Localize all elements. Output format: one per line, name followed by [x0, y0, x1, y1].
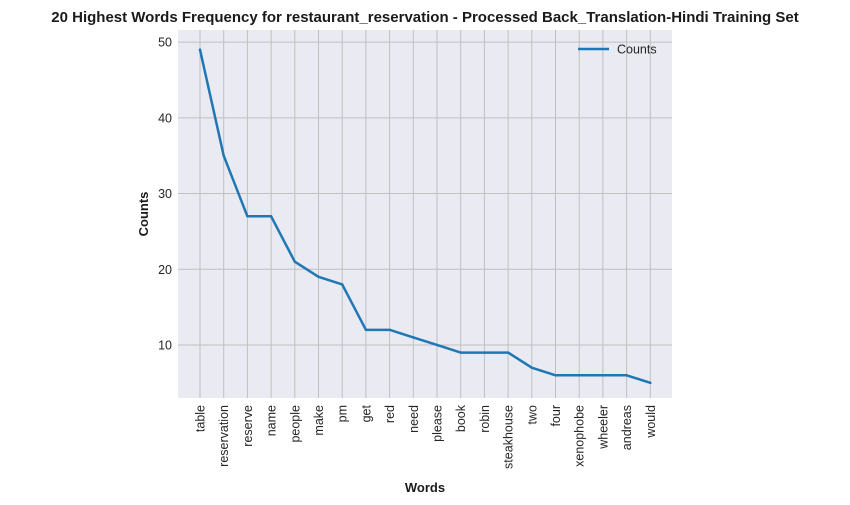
- x-tick-label: would: [644, 405, 658, 439]
- data-point-two: [530, 366, 533, 369]
- y-tick-label: 10: [158, 338, 172, 352]
- data-point-reservation: [222, 154, 225, 157]
- y-tick-label: 50: [158, 36, 172, 50]
- data-point-people: [293, 260, 296, 263]
- data-point-xenophobe: [578, 374, 581, 377]
- data-point-reserve: [246, 215, 249, 218]
- x-tick-label: people: [288, 405, 302, 443]
- data-point-name: [269, 215, 273, 218]
- y-gridlines: [178, 41, 672, 346]
- x-tick-label: reserve: [241, 405, 255, 447]
- x-gridlines: [199, 30, 651, 398]
- data-point-would: [649, 381, 652, 385]
- y-tick-label: 20: [158, 263, 172, 277]
- x-tick-label: please: [431, 405, 445, 442]
- y-tick-labels: 10 20 30 40 50: [158, 36, 172, 353]
- x-tick-label: four: [549, 405, 563, 427]
- x-tick-label: xenophobe: [573, 405, 587, 467]
- series-layer: [198, 48, 652, 385]
- y-tick-label: 40: [158, 111, 172, 125]
- data-point-please: [435, 343, 439, 347]
- y-axis-label: Counts: [136, 192, 151, 237]
- x-tick-label: wheeler: [596, 405, 610, 450]
- data-point-steakhouse: [506, 351, 510, 354]
- x-tick-labels: table reservation reserve name people make pm g…: [194, 404, 658, 469]
- x-tick-label: steakhouse: [502, 405, 516, 469]
- x-tick-label: andreas: [620, 405, 634, 450]
- data-point-andreas: [625, 374, 628, 377]
- legend: Counts: [578, 43, 657, 57]
- data-point-need: [412, 336, 415, 339]
- x-tick-label: pm: [336, 405, 350, 422]
- x-tick-label: make: [312, 405, 326, 436]
- x-tick-label: table: [194, 405, 208, 432]
- x-tick-label: robin: [478, 405, 492, 433]
- data-point-pm: [341, 283, 344, 286]
- x-tick-label: name: [265, 405, 279, 436]
- chart-title: 20 Highest Words Frequency for restauran…: [51, 9, 798, 26]
- x-tick-label: get: [359, 404, 373, 422]
- data-point-red: [388, 328, 391, 332]
- data-point-table: [198, 48, 202, 51]
- plot-area: [178, 30, 672, 398]
- legend-label: Counts: [617, 43, 657, 57]
- x-tick-label: two: [525, 405, 539, 425]
- data-point-robin: [483, 351, 486, 354]
- data-point-book: [459, 351, 462, 354]
- x-tick-label: reservation: [217, 405, 231, 467]
- x-tick-label: book: [454, 404, 468, 432]
- series-line: [198, 48, 652, 385]
- x-tick-label: red: [383, 405, 397, 423]
- y-tick-label: 30: [158, 187, 172, 201]
- x-axis-label: Words: [405, 480, 445, 495]
- data-point-four: [554, 374, 557, 377]
- data-point-make: [317, 275, 320, 279]
- data-point-wheeler: [601, 374, 605, 377]
- data-point-get: [364, 328, 368, 332]
- x-tick-label: need: [407, 405, 421, 433]
